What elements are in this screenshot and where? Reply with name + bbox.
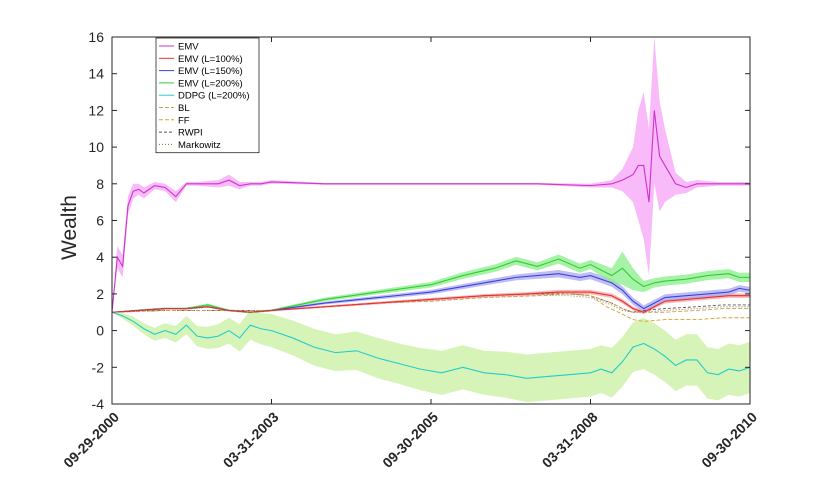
legend-label: RWPI [178,128,203,139]
series-line-4 [111,311,751,379]
series-line-3 [111,258,750,313]
band-1 [112,289,750,315]
legend-label: Markowitz [178,140,221,151]
y-tick-label: -2 [92,359,105,375]
y-tick-label: 14 [88,66,104,82]
legend-label: EMV [178,42,199,53]
y-tick-label: 16 [88,29,104,45]
legend-label: FF [178,115,190,126]
y-tick-label: 4 [96,249,104,265]
band-3 [112,251,750,314]
series-lines [111,110,751,379]
x-tick-label: 09-29-2000 [60,409,122,471]
y-tick-label: 6 [96,213,104,229]
y-tick-label: 10 [88,139,104,155]
band-0 [112,37,750,313]
x-tick-label: 09-30-2005 [379,409,441,471]
y-tick-label: 12 [88,102,104,118]
series-line-1 [111,291,750,313]
legend-label: DDPG (L=200%) [178,91,250,102]
legend-label: BL [178,103,190,114]
y-axis-label: Wealth [58,195,81,260]
legend-label: EMV (L=200%) [178,78,243,89]
y-tick-label: 0 [96,323,104,339]
y-tick-label: -4 [92,396,105,412]
legend-label: EMV (L=150%) [178,66,243,77]
legend-label: EMV (L=100%) [178,54,243,65]
x-tick-label: 03-31-2008 [539,409,601,471]
y-tick-label: 2 [96,286,104,302]
x-tick-label: 09-30-2010 [698,409,760,471]
x-tick-label: 03-31-2003 [220,409,282,471]
y-tick-label: 8 [96,176,104,192]
band-4 [112,310,750,403]
y-axis-ticks: -4 -2 0 2 4 6 8 10 12 14 16 [88,29,750,412]
series-line-0 [111,110,750,313]
